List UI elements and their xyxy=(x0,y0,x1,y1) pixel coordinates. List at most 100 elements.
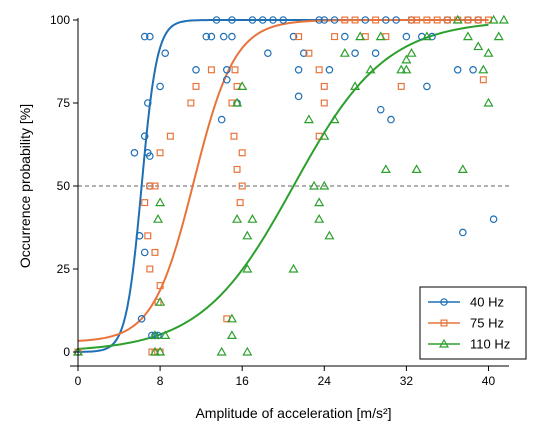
data-point-110-hz-1 xyxy=(149,330,160,339)
legend-label-110-hz: 110 Hz xyxy=(470,337,510,352)
fit-curve-110-hz xyxy=(77,23,489,350)
data-point-75-hz-26 xyxy=(295,33,303,41)
data-point-110-hz-42 xyxy=(473,41,484,51)
data-point-110-hz-5 xyxy=(155,296,166,306)
data-point-40-hz-42 xyxy=(351,49,359,58)
data-point-40-hz-16 xyxy=(161,49,170,58)
data-point-110-hz-41 xyxy=(462,31,473,41)
data-point-110-hz-13 xyxy=(237,81,248,91)
data-point-40-hz-7 xyxy=(143,99,152,107)
data-point-40-hz-47 xyxy=(387,115,395,124)
x-axis-title: Amplitude of acceleration [m/s²] xyxy=(195,405,391,421)
data-point-110-hz-6 xyxy=(155,346,166,356)
data-point-75-hz-34 xyxy=(351,16,359,24)
data-point-75-hz-41 xyxy=(423,16,431,24)
data-point-110-hz-25 xyxy=(324,230,335,240)
data-point-40-hz-5 xyxy=(140,132,149,141)
data-point-75-hz-2 xyxy=(144,232,152,240)
data-point-110-hz-32 xyxy=(380,164,391,173)
data-points xyxy=(72,14,509,356)
data-point-75-hz-8 xyxy=(151,248,159,256)
data-point-75-hz-46 xyxy=(474,16,482,24)
data-point-40-hz-35 xyxy=(294,92,303,101)
data-point-40-hz-33 xyxy=(289,32,298,41)
data-point-110-hz-39 xyxy=(452,14,463,24)
data-point-110-hz-37 xyxy=(411,164,422,173)
data-point-40-hz-18 xyxy=(202,32,211,41)
data-point-110-hz-7 xyxy=(160,330,171,339)
data-point-110-hz-34 xyxy=(401,54,412,64)
data-point-75-hz-23 xyxy=(236,199,244,207)
data-point-40-hz-30 xyxy=(264,49,272,58)
data-point-110-hz-33 xyxy=(396,64,407,74)
data-point-110-hz-26 xyxy=(329,114,340,124)
data-point-75-hz-47 xyxy=(479,76,487,84)
y-tick-label-25: 25 xyxy=(57,262,71,276)
y-tick-label-0: 0 xyxy=(63,345,70,359)
data-point-110-hz-22 xyxy=(314,213,325,223)
data-point-110-hz-31 xyxy=(375,31,386,41)
data-point-40-hz-29 xyxy=(258,16,267,24)
data-point-75-hz-31 xyxy=(320,99,328,107)
data-point-110-hz-2 xyxy=(149,346,160,356)
data-point-110-hz-40 xyxy=(457,164,468,173)
data-point-75-hz-39 xyxy=(408,16,416,24)
x-tick-label-8: 8 xyxy=(157,374,164,388)
data-point-110-hz-48 xyxy=(498,14,509,24)
data-point-110-hz-29 xyxy=(355,31,366,41)
data-point-75-hz-16 xyxy=(207,66,215,74)
data-point-40-hz-10 xyxy=(146,152,154,160)
data-point-75-hz-4 xyxy=(146,182,154,190)
data-point-40-hz-19 xyxy=(207,32,216,41)
data-point-40-hz-4 xyxy=(140,32,149,41)
data-point-110-hz-21 xyxy=(314,197,325,207)
data-point-110-hz-12 xyxy=(232,97,243,107)
data-point-40-hz-34 xyxy=(294,66,303,74)
x-tick-label-40: 40 xyxy=(482,374,496,388)
data-point-40-hz-39 xyxy=(325,66,334,74)
y-tick-label-100: 100 xyxy=(50,13,70,27)
data-point-110-hz-24 xyxy=(319,180,330,190)
data-point-40-hz-46 xyxy=(382,16,390,24)
data-point-75-hz-43 xyxy=(443,16,451,24)
data-point-75-hz-19 xyxy=(230,132,238,140)
data-point-40-hz-38 xyxy=(320,16,329,24)
data-point-110-hz-4 xyxy=(155,197,166,207)
data-point-110-hz-36 xyxy=(406,47,417,57)
data-point-40-hz-21 xyxy=(217,115,226,124)
data-point-40-hz-58 xyxy=(469,66,477,74)
data-point-110-hz-28 xyxy=(350,81,361,91)
x-tick-label-0: 0 xyxy=(75,374,82,388)
data-point-40-hz-26 xyxy=(228,32,236,41)
data-point-40-hz-43 xyxy=(361,16,370,24)
data-point-75-hz-30 xyxy=(320,82,328,90)
data-point-40-hz-44 xyxy=(371,49,380,58)
data-point-110-hz-8 xyxy=(216,346,227,356)
data-point-75-hz-21 xyxy=(233,165,241,173)
data-point-75-hz-13 xyxy=(166,132,174,140)
data-point-75-hz-25 xyxy=(238,182,246,190)
data-point-110-hz-16 xyxy=(242,346,253,356)
data-point-110-hz-35 xyxy=(401,64,412,74)
x-tick-label-16: 16 xyxy=(236,374,250,388)
data-point-75-hz-3 xyxy=(146,265,154,273)
data-point-75-hz-40 xyxy=(413,16,421,24)
data-point-110-hz-30 xyxy=(365,64,376,74)
legend-marker-40-hz xyxy=(440,298,448,306)
data-point-40-hz-55 xyxy=(453,66,462,74)
data-point-110-hz-11 xyxy=(232,213,243,223)
y-tick-label-50: 50 xyxy=(57,179,71,193)
data-point-110-hz-44 xyxy=(483,47,494,57)
data-point-75-hz-27 xyxy=(305,49,313,57)
data-point-40-hz-36 xyxy=(299,49,308,58)
y-tick-label-75: 75 xyxy=(57,96,71,110)
data-point-75-hz-38 xyxy=(397,82,405,90)
data-point-75-hz-11 xyxy=(156,149,164,157)
data-point-40-hz-24 xyxy=(222,75,231,84)
data-point-40-hz-48 xyxy=(392,16,400,24)
legend: 40 Hz 75 Hz 110 Hz xyxy=(419,286,527,360)
data-point-40-hz-20 xyxy=(212,16,221,24)
data-point-75-hz-28 xyxy=(315,66,323,74)
data-point-110-hz-47 xyxy=(493,31,504,41)
